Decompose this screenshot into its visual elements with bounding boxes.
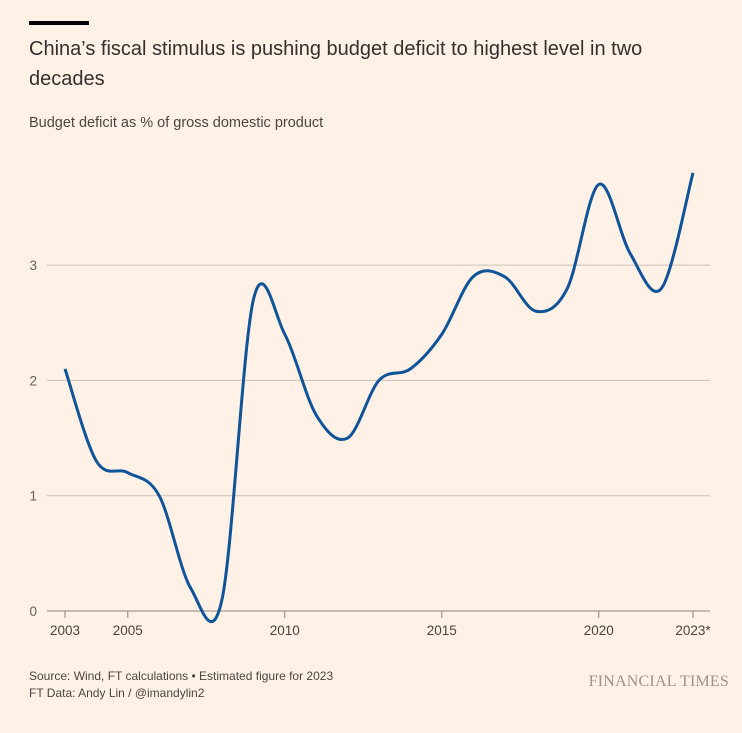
x-tick-label: 2023*	[675, 623, 711, 638]
y-tick-label: 1	[29, 489, 37, 504]
y-tick-label: 2	[29, 373, 37, 388]
x-axis: 2003 2005 2010 2015 2020 2023*	[47, 610, 711, 638]
series-line-budget-deficit	[63, 172, 695, 624]
top-rule	[29, 21, 89, 25]
credit-note: FT Data: Andy Lin / @imandylin2	[29, 686, 205, 700]
x-tick-label: 2005	[113, 623, 143, 638]
chart-subtitle: Budget deficit as % of gross domestic pr…	[29, 115, 324, 131]
x-tick-label: 2015	[427, 623, 457, 638]
source-note: Source: Wind, FT calculations • Estimate…	[29, 669, 334, 683]
chart-title: China’s fiscal stimulus is pushing budge…	[29, 38, 643, 90]
y-axis: 0 1 2 3	[29, 258, 37, 619]
x-tick-label: 2010	[270, 623, 300, 638]
ft-logo: FINANCIAL TIMES	[588, 673, 729, 690]
series-layer	[63, 172, 695, 624]
footer: Source: Wind, FT calculations • Estimate…	[29, 668, 333, 702]
x-tick-label: 2020	[584, 623, 614, 638]
y-tick-label: 3	[29, 258, 37, 273]
x-tick-label: 2003	[50, 623, 80, 638]
line-chart: 0 1 2 3 2003 2005 2010 2015 2020 2023*	[29, 172, 711, 638]
y-tick-label: 0	[29, 604, 37, 619]
